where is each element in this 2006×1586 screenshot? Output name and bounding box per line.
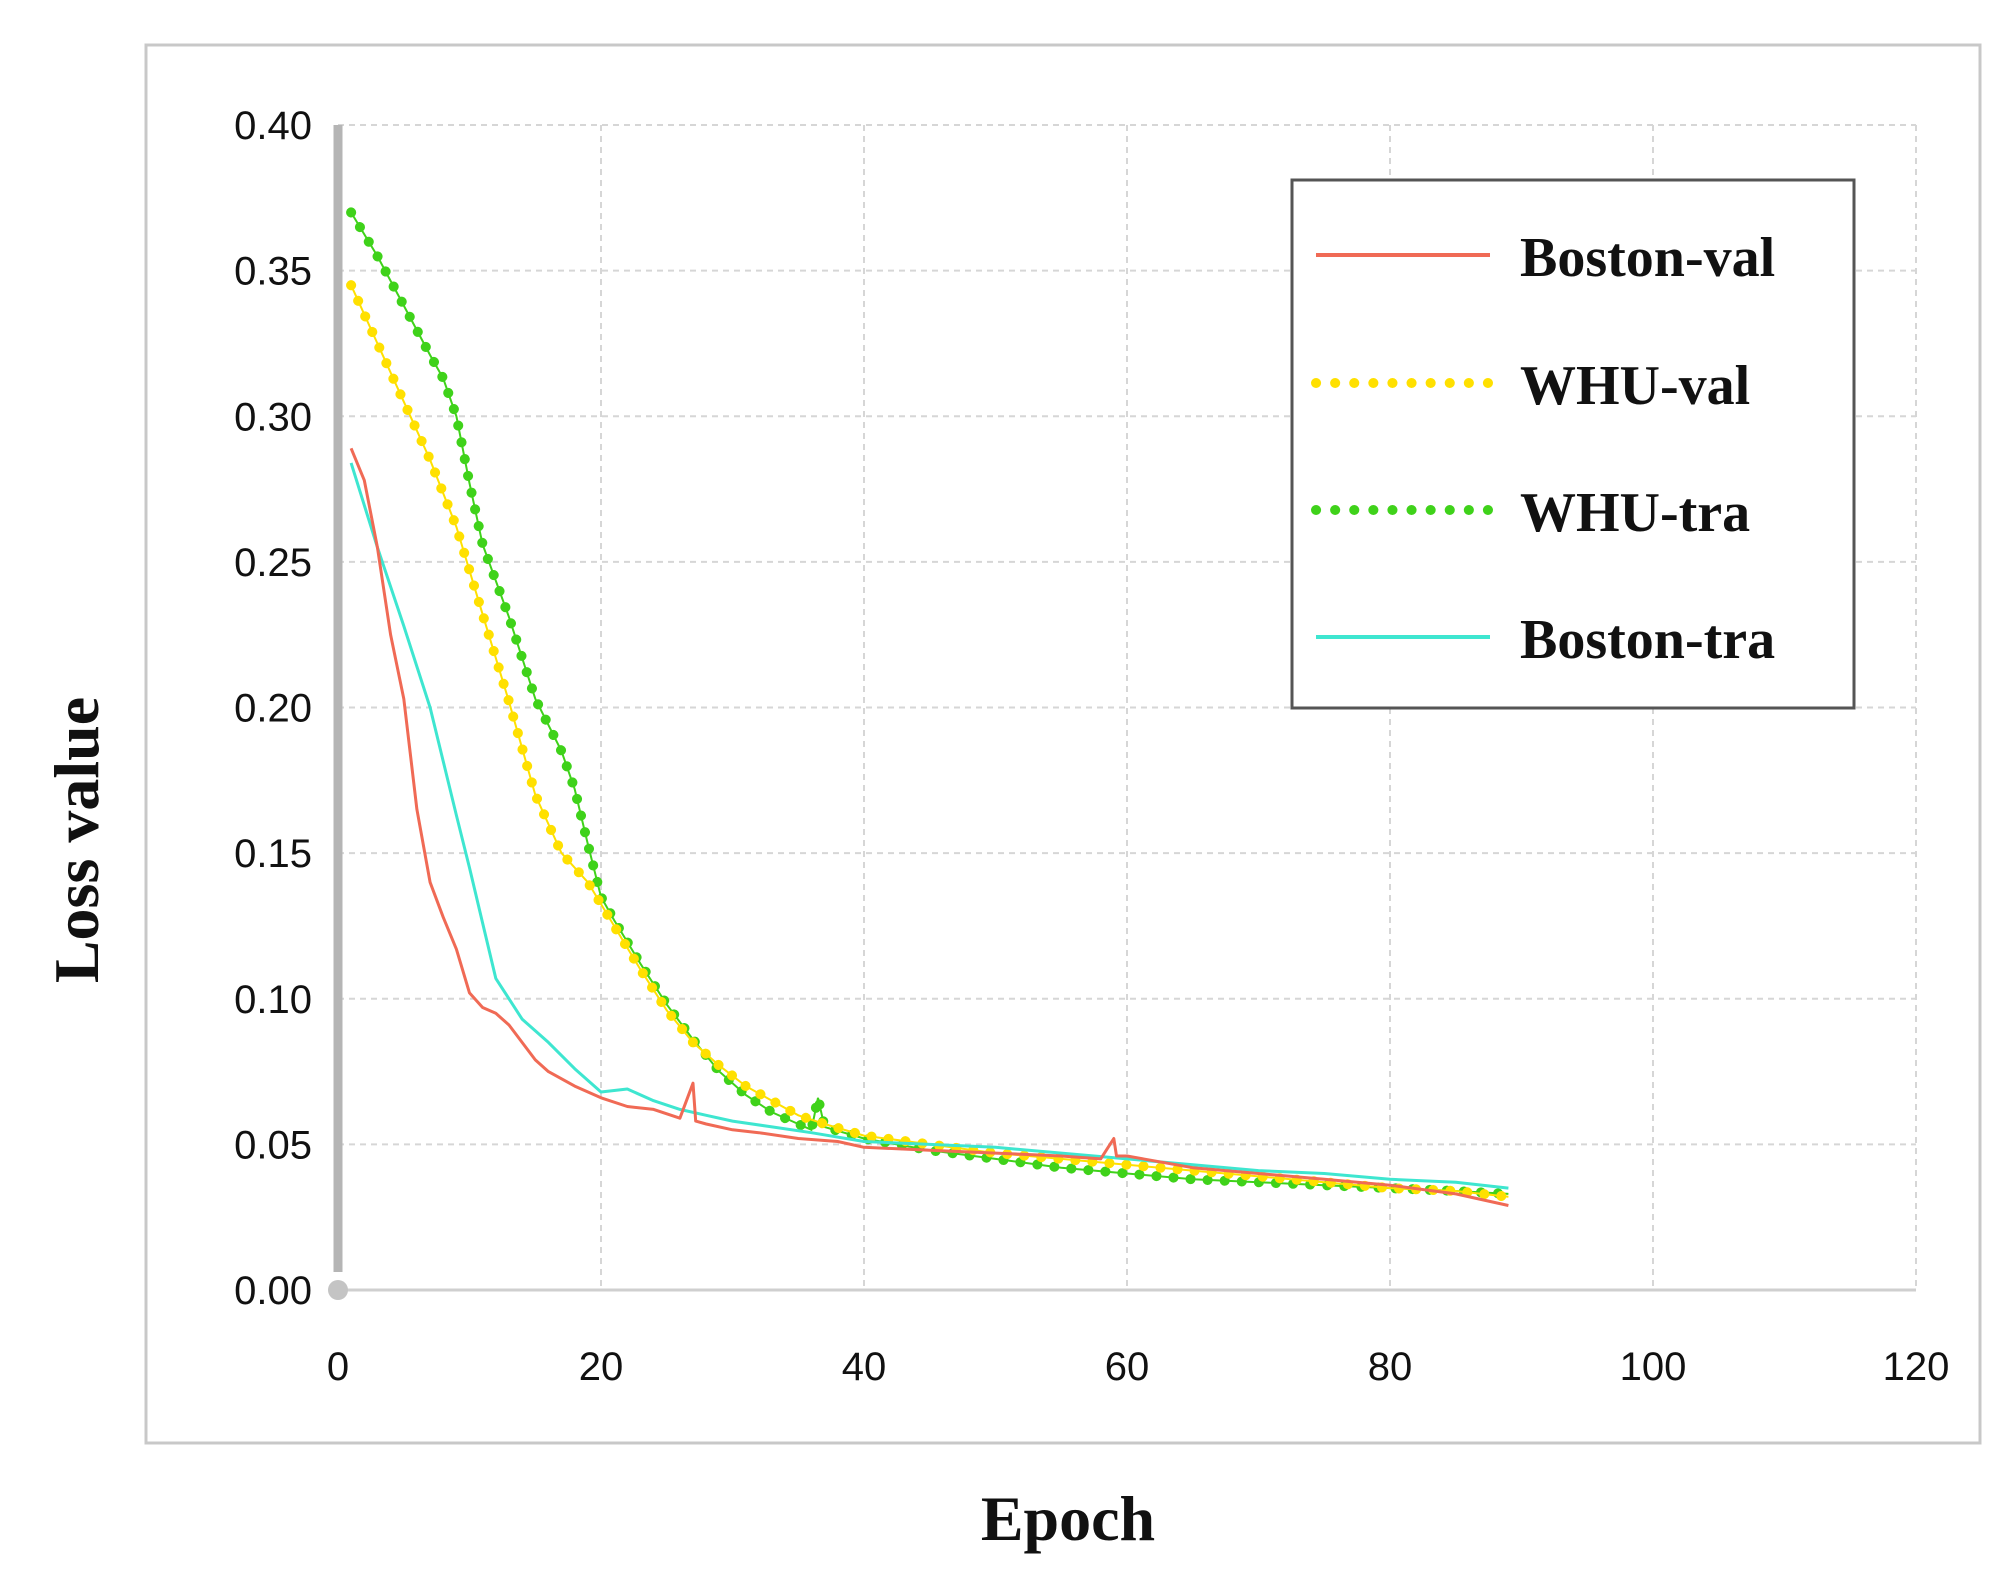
x-tick-label: 100 bbox=[1620, 1345, 1687, 1389]
x-tick-label: 80 bbox=[1368, 1345, 1413, 1389]
legend-label-boston-val: Boston-val bbox=[1520, 227, 1775, 289]
series-line-boston-val bbox=[349, 447, 1509, 1207]
y-tick-label: 0.25 bbox=[234, 541, 312, 585]
series-line-boston-tra bbox=[349, 462, 1509, 1190]
legend: Boston-val WHU-val WHU-tra Boston-tra bbox=[1290, 178, 1856, 710]
series-lines bbox=[346, 207, 1514, 1207]
series-line-whu-val bbox=[346, 280, 1514, 1202]
legend-box bbox=[1290, 178, 1856, 710]
x-tick-labels: 0 20 40 60 80 100 120 bbox=[327, 1345, 1950, 1389]
y-tick-label: 0.00 bbox=[234, 1269, 312, 1313]
x-tick-label: 40 bbox=[842, 1345, 887, 1389]
x-tick-label: 60 bbox=[1105, 1345, 1150, 1389]
x-tick-label: 20 bbox=[579, 1345, 624, 1389]
y-tick-label: 0.05 bbox=[234, 1123, 312, 1167]
y-tick-label: 0.35 bbox=[234, 250, 312, 294]
legend-label-boston-tra: Boston-tra bbox=[1520, 609, 1775, 671]
y-tick-label: 0.15 bbox=[234, 832, 312, 876]
y-tick-labels: 0.00 0.05 0.10 0.15 0.20 0.25 0.30 0.35 0.40 bbox=[234, 104, 312, 1313]
y-tick-label: 0.10 bbox=[234, 978, 312, 1022]
y-tick-label: 0.20 bbox=[234, 687, 312, 731]
legend-label-whu-val: WHU-val bbox=[1520, 355, 1750, 417]
y-tick-label: 0.40 bbox=[234, 104, 312, 148]
x-axis-title: Epoch bbox=[981, 1483, 1155, 1554]
y-tick-label: 0.30 bbox=[234, 395, 312, 439]
legend-label-whu-tra: WHU-tra bbox=[1520, 482, 1750, 544]
x-tick-label: 0 bbox=[327, 1345, 349, 1389]
y-axis-title: Loss value bbox=[41, 697, 112, 983]
axis-origin-dot bbox=[328, 1280, 348, 1300]
x-tick-label: 120 bbox=[1883, 1345, 1950, 1389]
axes bbox=[328, 125, 1916, 1300]
